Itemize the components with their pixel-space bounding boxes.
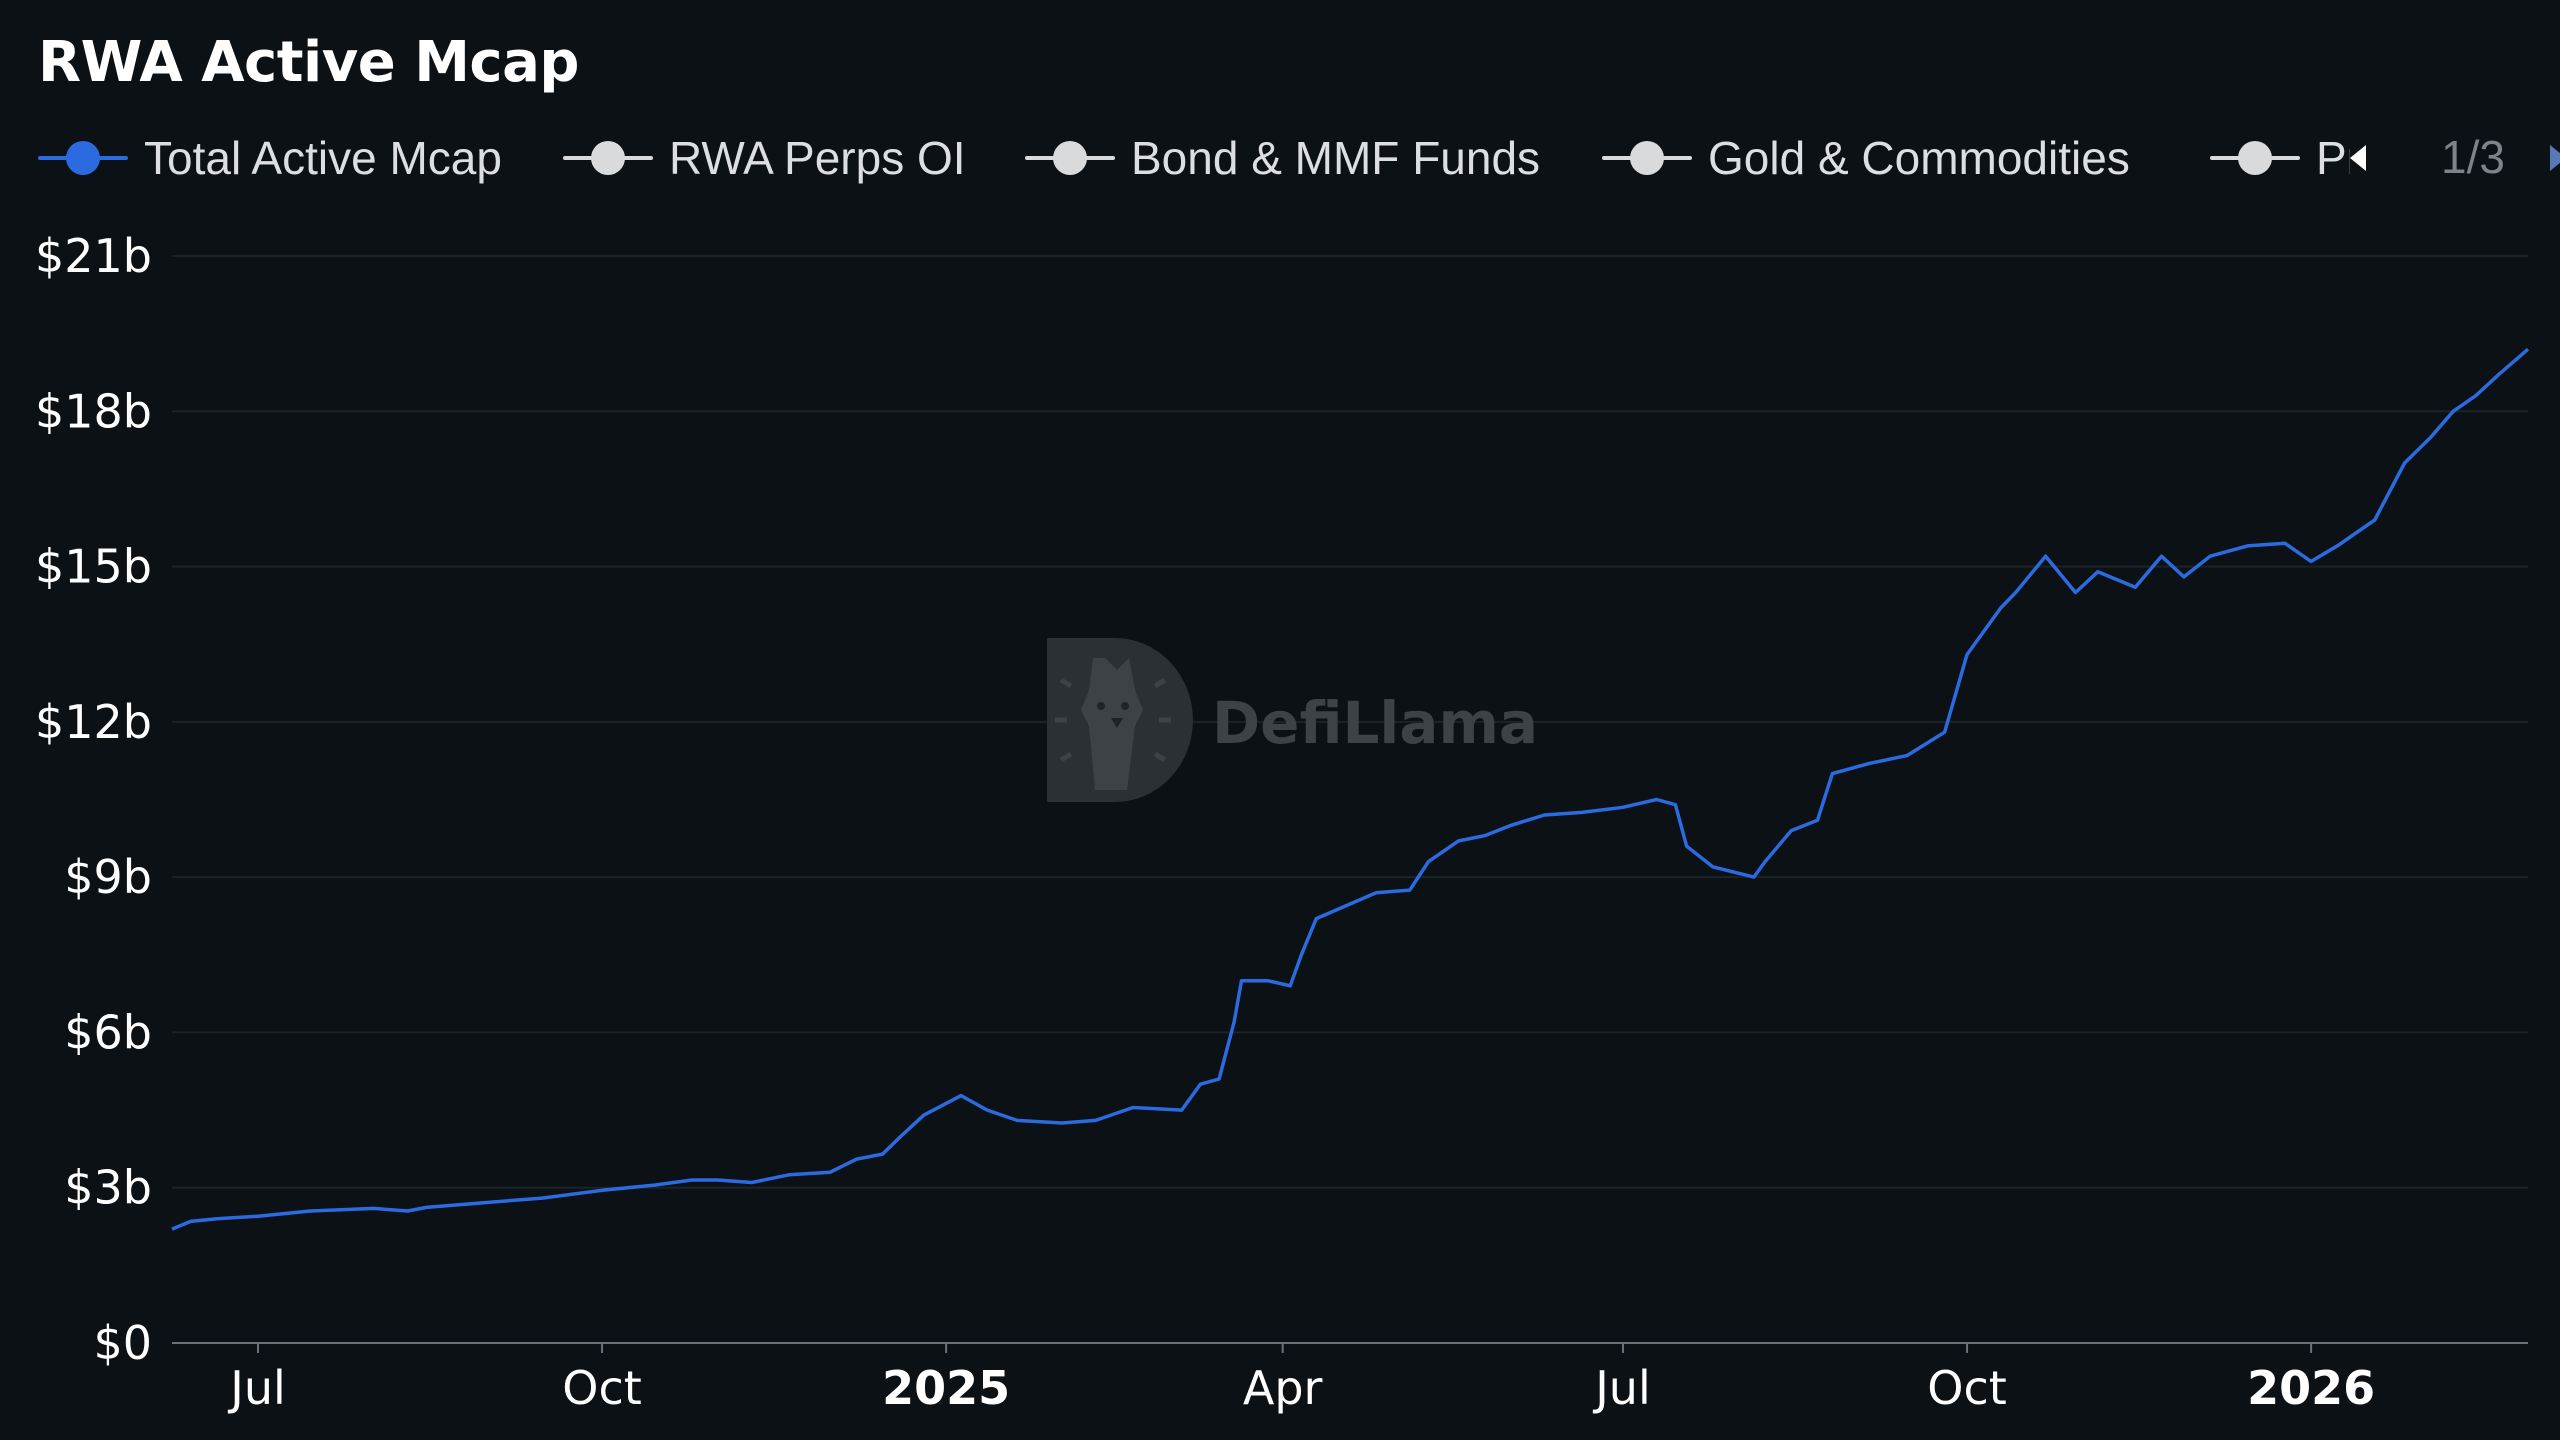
legend-marker-icon: [563, 128, 653, 188]
defillama-watermark: DefiLlama: [1047, 638, 1538, 802]
y-axis: $0 $3b $6b $9b $12b $15b $18b $21b: [35, 229, 152, 1370]
y-tick-label: $6b: [64, 1005, 152, 1059]
legend-item-rwa-perps-oi[interactable]: RWA Perps OI: [563, 128, 966, 188]
series-line-total-active-mcap: [171, 347, 2530, 1231]
grid-lines: [172, 255, 2528, 1189]
legend-page-indicator: 1/3: [2441, 131, 2505, 183]
legend-item-truncated[interactable]: Private Credit: [2210, 128, 2350, 188]
x-tick-label: Apr: [1243, 1361, 1323, 1415]
legend-marker-icon: [1025, 128, 1115, 188]
chart-title: RWA Active Mcap: [38, 30, 580, 95]
legend-label: RWA Perps OI: [669, 132, 966, 184]
x-tick-label: Oct: [562, 1361, 642, 1415]
llama-logo-icon: [1047, 638, 1193, 802]
legend-label: Bond & MMF Funds: [1131, 132, 1541, 184]
legend-item-bond-mmf-funds[interactable]: Bond & MMF Funds: [1025, 128, 1540, 188]
x-tick-label: 2025: [882, 1361, 1010, 1415]
legend-marker-icon: [1602, 128, 1692, 188]
y-tick-label: $12b: [35, 695, 152, 749]
x-tick-label: Jul: [1592, 1361, 1651, 1415]
legend-next-page-icon[interactable]: [2550, 145, 2560, 171]
legend-label: Gold & Commodities: [1708, 132, 2130, 184]
legend-item-total-active-mcap[interactable]: Total Active Mcap: [38, 128, 502, 188]
y-tick-label: $9b: [64, 850, 152, 904]
legend-label: Total Active Mcap: [144, 132, 502, 184]
y-tick-label: $3b: [64, 1161, 152, 1215]
x-axis: Jul Oct 2025 Apr Jul Oct 2026: [227, 1343, 2375, 1415]
x-tick-label: Jul: [227, 1361, 286, 1415]
legend-item-gold-commodities[interactable]: Gold & Commodities: [1602, 128, 2130, 188]
legend-label: Private Credit: [2316, 132, 2350, 184]
y-tick-label: $18b: [35, 384, 152, 438]
x-tick-label: Oct: [1927, 1361, 2007, 1415]
legend: Total Active Mcap RWA Perps OI Bond & MM…: [38, 128, 2560, 188]
legend-marker-icon: [2210, 128, 2300, 188]
y-tick-label: $21b: [35, 229, 152, 283]
x-tick-label: 2026: [2247, 1361, 2375, 1415]
legend-prev-page-icon[interactable]: [2350, 145, 2366, 171]
y-tick-label: $0: [93, 1316, 152, 1370]
watermark-text: DefiLlama: [1212, 689, 1538, 757]
y-tick-label: $15b: [35, 540, 152, 594]
legend-marker-icon: [38, 128, 128, 188]
